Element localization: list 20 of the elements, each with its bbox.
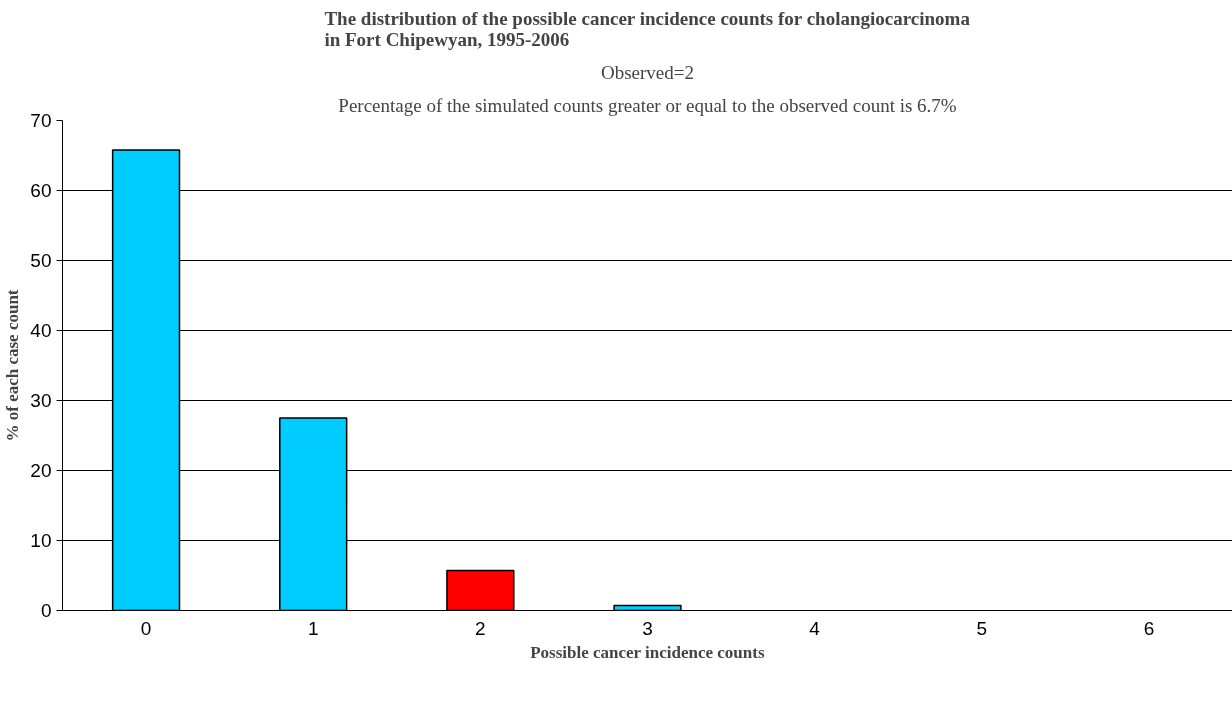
x-tick-label: 5 (976, 617, 988, 639)
y-tick-label: 20 (30, 460, 52, 481)
x-tick-label: 6 (1143, 617, 1155, 639)
y-tick-label: 70 (30, 110, 52, 131)
x-axis-title: Possible cancer incidence counts (530, 642, 765, 662)
y-tick-label: 30 (30, 390, 52, 411)
chart-title: The distribution of the possible cancer incidence counts for cholangiocarcinoma in Fort Chipewyan, 1995-2006 (324, 7, 971, 50)
y-axis-title: % of each case count (3, 289, 23, 442)
x-tick-label: 2 (475, 617, 486, 639)
x-tick-label: 0 (140, 617, 152, 639)
y-tick-label: 60 (30, 180, 52, 201)
x-tick-label: 4 (809, 617, 821, 639)
chart-subtitle: Observed=2 (600, 61, 695, 83)
y-tick-label: 0 (40, 600, 52, 621)
y-tick-label: 40 (30, 320, 52, 341)
x-tick-label: 1 (307, 617, 319, 639)
y-tick-label: 50 (30, 250, 52, 271)
x-tick-label: 3 (642, 617, 653, 639)
y-tick-label: 10 (30, 530, 52, 551)
text: Percentage of the simulated counts greater or equal to the observed count is 6.7% (338, 94, 957, 116)
